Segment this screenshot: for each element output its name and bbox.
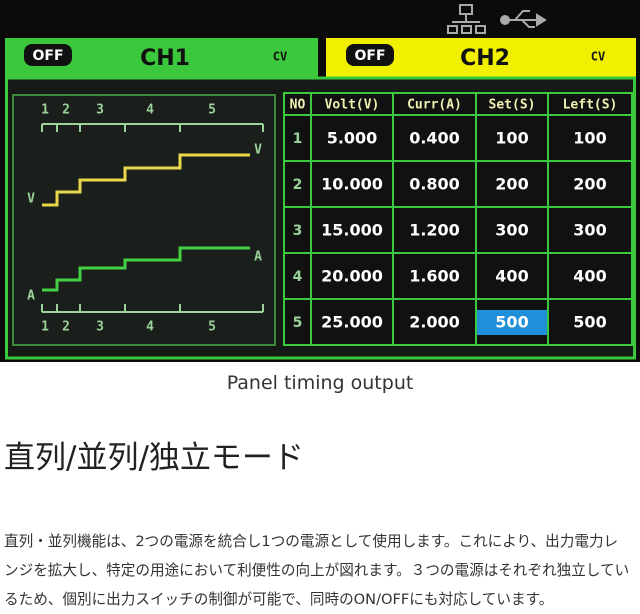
- table-cell: 25.000: [321, 313, 383, 332]
- table-cell: 1.200: [409, 221, 460, 240]
- ch2-mode: CV: [591, 50, 605, 64]
- table-cell: 300: [573, 221, 606, 240]
- row-number: 1: [293, 131, 303, 147]
- timing-bottom-label: 3: [96, 320, 104, 335]
- device-screen: OFF CH1 CV OFF CH2 CV NO Volt(V) Curr(A) Se…: [0, 0, 640, 362]
- ch1-name: CH1: [140, 46, 190, 71]
- timing-top-label: 3: [96, 103, 104, 118]
- timing-box: [12, 94, 276, 346]
- table-cell: 300: [495, 221, 528, 240]
- row-number: 4: [293, 269, 303, 285]
- table-cell: 400: [495, 267, 528, 286]
- table-cell: 200: [573, 175, 606, 194]
- heading: 直列/並列/独立モード: [4, 440, 304, 476]
- table-header: Left(S): [563, 98, 618, 113]
- table-header: Set(S): [489, 98, 536, 113]
- paragraph-line: るため、個別に出力スイッチの制御が可能で、同時のON/OFFにも対応しています。: [4, 591, 554, 608]
- voltage-label: V: [27, 192, 35, 207]
- timing-rulers: [41, 123, 264, 313]
- table-cell: 400: [573, 267, 606, 286]
- table-cell: 200: [495, 175, 528, 194]
- table-cell: 20.000: [321, 267, 383, 286]
- table-cell: 10.000: [321, 175, 383, 194]
- timing-bottom-label: 4: [146, 320, 154, 335]
- table-cell: 500: [495, 313, 528, 332]
- table-cell: 500: [573, 313, 606, 332]
- table-cell: 0.800: [409, 175, 460, 194]
- table-cell: 15.000: [321, 221, 383, 240]
- table-bg: [283, 92, 633, 346]
- timing-table: NO Volt(V) Curr(A) Set(S) Left(S)1 5.000 0.400…: [283, 92, 633, 346]
- status-icons: [447, 4, 547, 34]
- timing-top-label: 4: [146, 103, 154, 118]
- table-cell: 2.000: [409, 313, 460, 332]
- table-header: NO: [290, 98, 306, 113]
- timing-top-label: 5: [208, 103, 216, 118]
- table-cell: 100: [495, 129, 528, 148]
- ch2-badge-text: OFF: [354, 48, 385, 64]
- caption: Panel timing output: [226, 372, 414, 394]
- voltage-label: V: [254, 143, 262, 158]
- paragraph-line: ンジを拡大し、特定の用途において利便性の向上が図れます。３つの電源はそれぞれ独立…: [4, 562, 630, 579]
- current-label: A: [27, 289, 35, 304]
- table-header: Curr(A): [407, 98, 462, 113]
- ch1-badge-text: OFF: [32, 48, 63, 64]
- row-number: 2: [293, 177, 303, 193]
- ch2-badge: [346, 44, 394, 66]
- timing-top-label: 2: [62, 103, 70, 118]
- voltage-trace: [42, 153, 250, 207]
- table-cell: 1.600: [409, 267, 460, 286]
- timing-top-label: 1: [41, 103, 49, 118]
- table-cell: 100: [573, 129, 606, 148]
- row-number: 5: [293, 315, 303, 331]
- table-cell: 0.400: [409, 129, 460, 148]
- row-number: 3: [293, 223, 303, 239]
- ch2-name: CH2: [460, 46, 510, 71]
- ch1-mode: CV: [273, 50, 287, 64]
- timing-bottom-label: 5: [208, 320, 216, 335]
- table-cell: 5.000: [327, 129, 378, 148]
- table-header: Volt(V): [325, 98, 380, 113]
- timing-bottom-label: 2: [62, 320, 70, 335]
- timing-bottom-label: 1: [41, 320, 49, 335]
- paragraph-line: 直列・並列機能は、2つの電源を統合し1つの電源として使用します。これにより、出力…: [4, 533, 619, 550]
- current-trace: [42, 246, 250, 292]
- paragraph: 直列・並列機能は、2つの電源を統合し1つの電源として使用します。これにより、出力…: [4, 527, 629, 614]
- current-label: A: [254, 250, 262, 265]
- cursor-highlight: [477, 310, 547, 335]
- ch1-badge: [24, 44, 72, 66]
